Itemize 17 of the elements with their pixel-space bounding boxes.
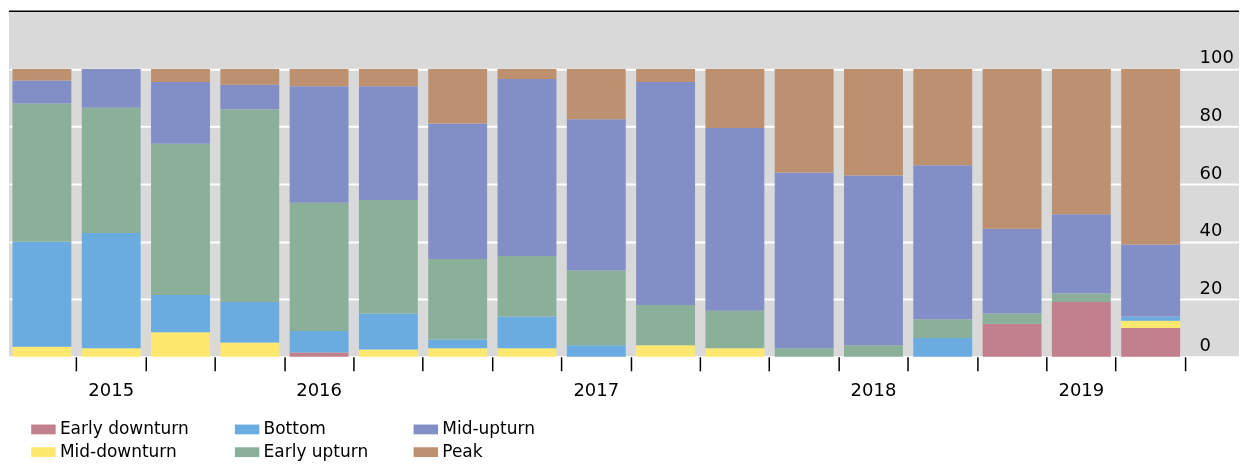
y-tick-label: 100: [1199, 46, 1234, 68]
y-tick-label: 0: [1199, 334, 1211, 356]
legend-label: Mid-upturn: [442, 418, 535, 439]
legend-label: Mid-downturn: [59, 441, 177, 462]
legend-label: Early upturn: [263, 441, 369, 462]
legend-label: Early downturn: [59, 418, 189, 439]
x-tick-label: 2018: [850, 378, 897, 400]
x-tick-label: 2019: [1058, 378, 1105, 400]
x-tick-label: 2016: [296, 378, 342, 400]
y-tick-label: 20: [1199, 276, 1223, 298]
x-tick-label: 2015: [88, 378, 135, 400]
x-tick-label: 2017: [573, 378, 620, 400]
legend-label: Bottom: [263, 418, 326, 439]
y-tick-label: 80: [1199, 104, 1223, 126]
y-tick-label: 60: [1199, 161, 1223, 183]
legend-label: Peak: [442, 441, 483, 462]
y-tick-label: 40: [1199, 219, 1223, 241]
